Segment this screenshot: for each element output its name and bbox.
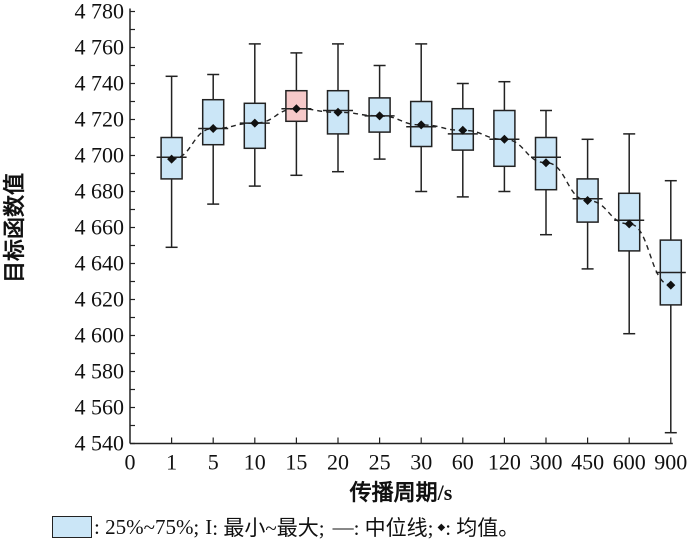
mean-marker (250, 118, 260, 128)
iqr-box (201, 98, 225, 146)
y-tick-label: 4 740 (75, 71, 125, 96)
mean-marker (499, 134, 509, 144)
box-900 (655, 179, 686, 434)
x-tick-label: 20 (327, 450, 349, 475)
mean-marker (333, 107, 343, 117)
y-axis-label: 目标函数值 (2, 173, 27, 283)
x-axis-label: 传播周期/s (349, 480, 453, 505)
legend-mean-label: : 均值。 (445, 516, 520, 540)
x-tick-label: 900 (654, 450, 687, 475)
axes: 4 540 4 560 4 580 4 600 4 620 4 640 4 660 4 680… (75, 0, 688, 475)
mean-marker (167, 154, 177, 164)
mean-trend-line (171, 107, 671, 286)
y-tick-label: 4 560 (75, 395, 125, 420)
x-tick-label: 0 (125, 450, 136, 475)
y-tick-label: 4 760 (75, 35, 125, 60)
x-tick-label: 5 (208, 450, 219, 475)
mean-marker (583, 196, 593, 205)
x-tick-label: 10 (244, 450, 266, 475)
box-300 (531, 109, 561, 236)
legend-box-swatch (52, 516, 92, 538)
y-tick-label: 4 700 (75, 143, 125, 168)
x-tick-label: 300 (530, 450, 563, 475)
mean-marker (208, 124, 218, 133)
box-30 (406, 43, 437, 193)
mean-marker (624, 219, 634, 229)
y-tick-label: 4 540 (75, 431, 125, 456)
y-tick-label: 4 580 (75, 359, 125, 384)
x-tick-label: 600 (613, 450, 646, 475)
mean-marker (666, 280, 676, 290)
whisker-icon: I (205, 514, 213, 539)
y-tick-label: 4 780 (75, 0, 125, 24)
box-5 (198, 73, 229, 205)
median-line-icon: — (332, 514, 354, 539)
mean-marker (541, 158, 551, 168)
y-tick-label: 4 600 (75, 323, 125, 348)
y-tick-label: 4 640 (75, 251, 125, 276)
y-tick-label: 4 620 (75, 287, 125, 312)
x-tick-label: 60 (452, 450, 474, 475)
box-15 (281, 52, 312, 177)
y-tick-label: 4 720 (75, 107, 125, 132)
legend: : 25%~75%; I : 最小~最大; — : 中位线; ◆ : 均值。 (52, 512, 519, 542)
box-10 (239, 43, 270, 187)
mean-marker (291, 104, 301, 114)
mean-marker (458, 125, 468, 135)
legend-whisker-label: : 最小~最大; (212, 516, 325, 540)
mean-marker (416, 120, 426, 130)
legend-median-label: : 中位线; (353, 516, 434, 540)
box-60 (447, 82, 478, 198)
box-plot-chart: 4 540 4 560 4 580 4 600 4 620 4 640 4 660 4 680… (2, 0, 688, 505)
mean-marker (375, 111, 385, 121)
x-tick-label: 1 (166, 450, 177, 475)
x-tick-label: 30 (410, 450, 432, 475)
x-tick-label: 120 (488, 450, 521, 475)
legend-box-label: : 25%~75%; (94, 514, 200, 539)
x-tick-label: 25 (369, 450, 391, 475)
y-tick-label: 4 680 (75, 179, 125, 204)
mean-diamond-icon: ◆ (437, 521, 446, 533)
y-tick-label: 4 660 (75, 215, 125, 240)
x-tick-label: 450 (571, 450, 604, 475)
x-tick-label: 15 (285, 450, 307, 475)
box-600 (614, 133, 645, 335)
